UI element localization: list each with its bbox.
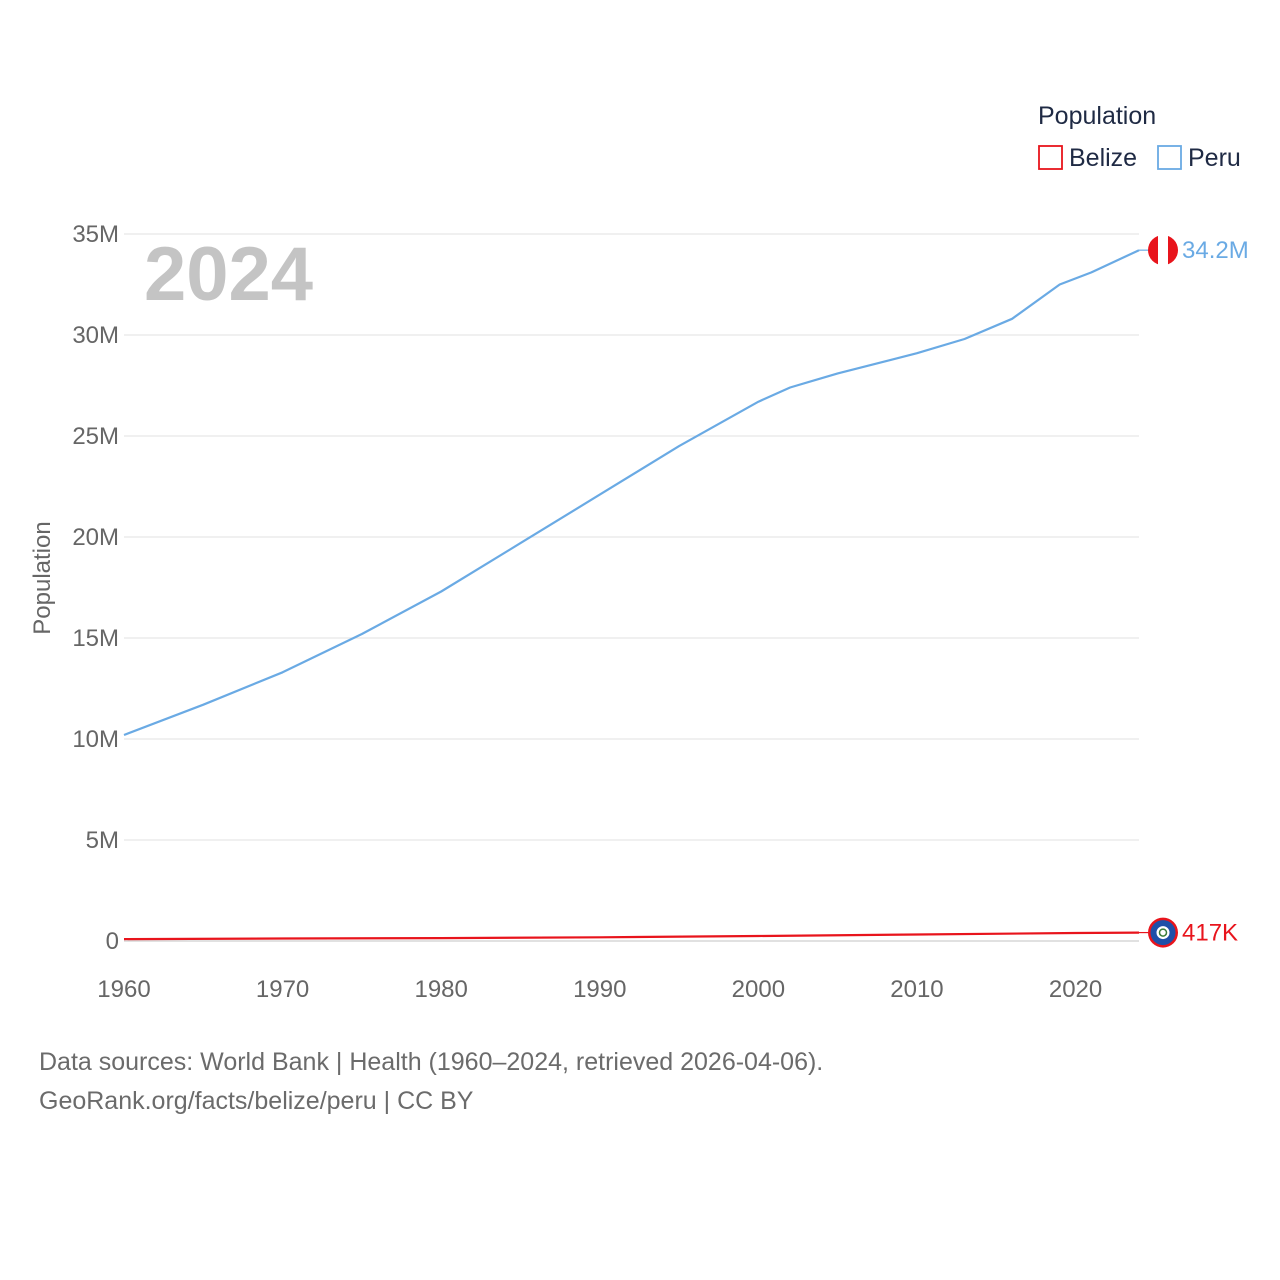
y-tick-label: 35M bbox=[72, 221, 119, 248]
y-axis-label: Population bbox=[29, 521, 56, 634]
x-tick-label: 2020 bbox=[1049, 976, 1102, 1003]
grid-lines bbox=[124, 233, 1139, 942]
y-tick-label: 30M bbox=[72, 322, 119, 349]
series-line-belize[interactable] bbox=[123, 931, 1140, 941]
x-tick-label: 2010 bbox=[890, 976, 943, 1003]
legend-swatch bbox=[1038, 145, 1063, 170]
legend-swatch bbox=[1157, 145, 1182, 170]
legend[interactable]: Population Belize Peru bbox=[1038, 102, 1241, 172]
x-tick-label: 1970 bbox=[256, 976, 309, 1003]
y-tick-label: 25M bbox=[72, 423, 119, 450]
series-line-peru[interactable] bbox=[123, 249, 1140, 737]
end-value-label-peru: 34.2M bbox=[1182, 237, 1249, 264]
legend-item-belize[interactable]: Belize bbox=[1038, 144, 1137, 172]
x-axis-ticks: 1960 1970 1980 1990 2000 2010 2020 bbox=[97, 976, 1102, 1003]
belize-flag-icon bbox=[1148, 917, 1178, 948]
source-line-2: GeoRank.org/facts/belize/peru | CC BY bbox=[39, 1087, 474, 1115]
x-tick-label: 2000 bbox=[732, 976, 785, 1003]
legend-title: Population bbox=[1038, 102, 1156, 130]
y-axis-ticks: 0 5M 10M 15M 20M 25M 30M 35M bbox=[72, 221, 119, 955]
x-tick-label: 1980 bbox=[414, 976, 467, 1003]
legend-label: Peru bbox=[1188, 144, 1241, 172]
y-tick-label: 15M bbox=[72, 625, 119, 652]
x-tick-label: 1990 bbox=[573, 976, 626, 1003]
series-end-markers: 34.2M 417K bbox=[1139, 235, 1249, 948]
peru-flag-icon bbox=[1148, 235, 1178, 266]
source-note: Data sources: World Bank | Health (1960–… bbox=[39, 1043, 823, 1121]
year-label: 2024 bbox=[144, 232, 313, 317]
legend-item-peru[interactable]: Peru bbox=[1157, 144, 1241, 172]
legend-label: Belize bbox=[1069, 144, 1137, 172]
end-value-label-belize: 417K bbox=[1182, 920, 1238, 947]
y-tick-label: 5M bbox=[86, 827, 119, 854]
series-lines bbox=[123, 249, 1140, 941]
x-tick-label: 1960 bbox=[97, 976, 150, 1003]
y-tick-label: 20M bbox=[72, 524, 119, 551]
y-tick-label: 0 bbox=[106, 928, 119, 955]
y-tick-label: 10M bbox=[72, 726, 119, 753]
source-line-1: Data sources: World Bank | Health (1960–… bbox=[39, 1048, 824, 1076]
